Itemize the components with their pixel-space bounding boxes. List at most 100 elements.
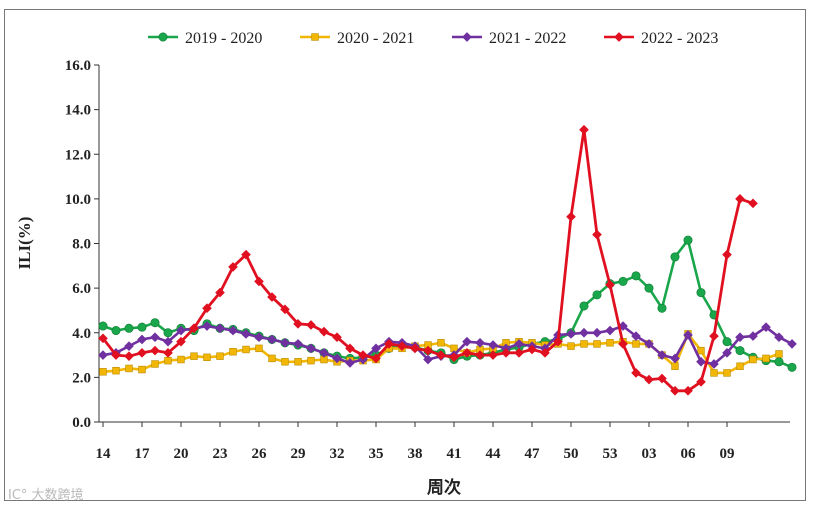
data-point (631, 331, 641, 341)
data-point (449, 352, 459, 363)
x-tick-label: 32 (330, 446, 345, 462)
data-point (632, 340, 640, 348)
data-point (709, 359, 719, 369)
data-point (514, 348, 524, 358)
x-tick-label: 09 (720, 446, 735, 462)
data-point (111, 350, 121, 360)
legend-label: 2020 - 2021 (337, 30, 414, 47)
data-point (696, 288, 706, 298)
data-point (644, 339, 654, 349)
data-point (111, 326, 121, 336)
data-point (657, 303, 667, 313)
data-point (787, 339, 797, 349)
data-point (605, 279, 615, 290)
data-point (579, 327, 589, 338)
series-2019-2020 (98, 235, 797, 372)
data-point (488, 350, 498, 360)
data-point (98, 333, 108, 344)
data-point (281, 358, 289, 366)
data-point (736, 362, 744, 370)
data-point (332, 332, 342, 343)
data-point (177, 355, 185, 364)
data-point (566, 211, 576, 222)
data-point (527, 344, 537, 355)
data-point (280, 304, 290, 315)
data-point (151, 360, 159, 368)
x-tick-label: 06 (681, 446, 697, 462)
data-point (748, 198, 758, 209)
data-point (319, 348, 329, 358)
x-tick-label: 35 (369, 446, 384, 462)
data-point (215, 323, 225, 334)
legend-label: 2022 - 2023 (641, 30, 718, 47)
data-point (164, 356, 172, 365)
data-point (371, 343, 381, 354)
x-tick-label: 26 (252, 446, 268, 462)
data-point (112, 366, 120, 375)
y-tick-label: 12.0 (65, 147, 91, 163)
data-point (280, 337, 290, 348)
data-point (631, 368, 641, 378)
x-tick-label: 41 (447, 446, 462, 462)
legend: 2019 - 2020 2020 - 2021 2021 - 2022 2022 - … (148, 30, 718, 47)
data-point (163, 336, 173, 347)
y-tick-label: 8.0 (72, 237, 91, 253)
x-tick-label: 38 (408, 446, 423, 462)
y-tick-label: 2.0 (72, 370, 91, 386)
data-point (762, 354, 770, 363)
data-point (125, 364, 133, 373)
data-point (124, 351, 134, 362)
data-point (189, 323, 199, 334)
x-axis-title: 周次 (427, 477, 461, 497)
data-point (150, 345, 160, 356)
series-2022-2023 (98, 124, 758, 396)
data-point (774, 357, 784, 367)
data-point (410, 343, 420, 354)
y-tick-label: 14.0 (65, 103, 91, 119)
x-tick-label: 20 (174, 446, 189, 462)
x-tick-label: 47 (525, 446, 541, 462)
data-point (644, 374, 654, 385)
x-tick-label: 44 (486, 446, 502, 462)
data-point (423, 354, 433, 365)
x-tick-label: 50 (564, 446, 579, 462)
x-tick-label: 14 (96, 446, 112, 462)
data-point (722, 348, 732, 358)
data-point (228, 262, 238, 272)
data-point (384, 339, 394, 349)
y-axis: 0.0 2.0 4.0 6.0 8.0 10.0 12.0 14.0 16.0 (65, 58, 100, 431)
legend-item: 2019 - 2020 (148, 30, 262, 47)
data-point (696, 377, 706, 387)
data-point (774, 332, 784, 343)
x-tick-label: 17 (135, 446, 151, 462)
data-point (98, 350, 108, 360)
x-tick-label: 53 (603, 446, 618, 462)
data-point (540, 348, 550, 358)
y-tick-label: 10.0 (65, 192, 91, 208)
x-tick-label: 03 (642, 446, 657, 462)
data-point (319, 326, 329, 337)
data-point (722, 249, 732, 260)
legend-item: 2021 - 2022 (452, 30, 566, 47)
y-tick-label: 6.0 (72, 281, 91, 297)
data-point (501, 348, 511, 358)
data-point (99, 368, 107, 376)
data-point (462, 348, 472, 358)
data-point (267, 292, 277, 302)
data-point (710, 369, 718, 377)
data-point (124, 323, 134, 333)
data-point (216, 352, 224, 360)
data-point (618, 276, 628, 286)
data-point (228, 325, 238, 336)
data-point (163, 328, 173, 338)
series-line (102, 238, 793, 369)
data-point (241, 329, 251, 339)
data-point (475, 337, 485, 348)
data-point (657, 350, 667, 360)
data-point (592, 327, 602, 338)
data-point (748, 331, 758, 341)
data-point (202, 303, 212, 314)
data-point (683, 330, 693, 340)
data-point (163, 348, 173, 358)
